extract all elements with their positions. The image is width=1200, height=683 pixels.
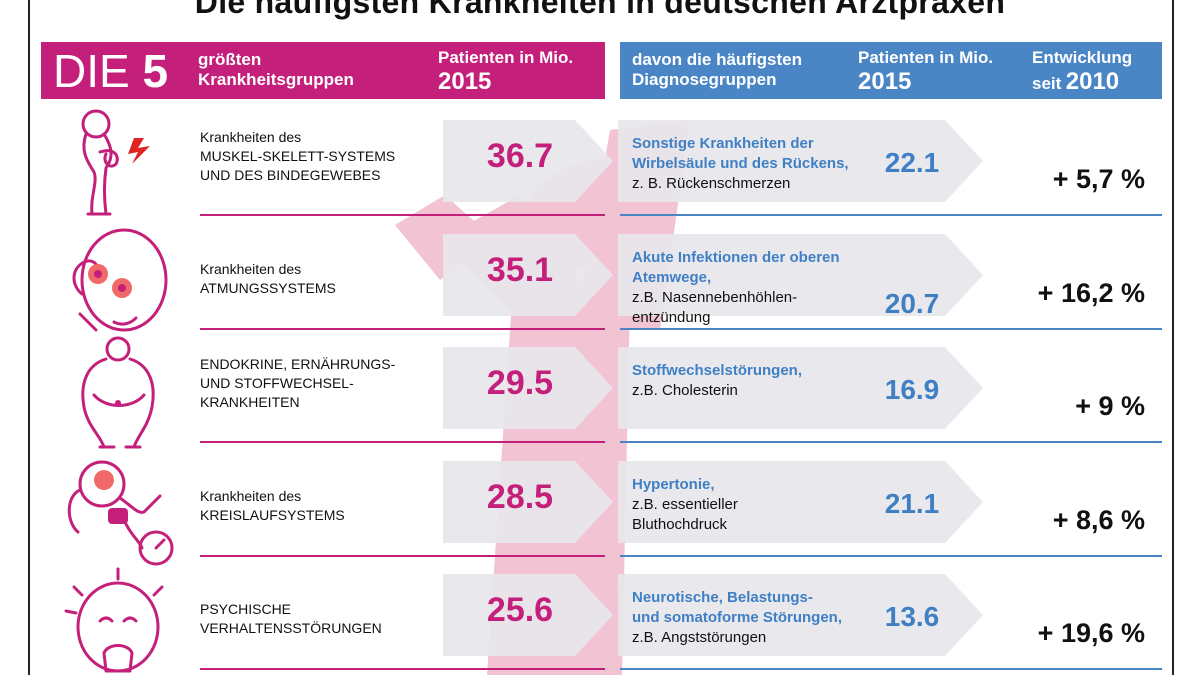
diagnosis-text: Neurotische, Belastungs-und somatoforme … <box>632 588 882 648</box>
change-since-2010-value: + 9 % <box>1075 391 1145 421</box>
row-divider-pink <box>200 668 605 670</box>
group-patients-value: 25.6 <box>486 591 554 629</box>
diagnosis-name-line: Stoffwechselstörungen, <box>632 362 803 379</box>
row-divider-pink <box>200 327 605 330</box>
group-label-line: ATMUNGSSYSTEMS <box>200 279 336 296</box>
diagnosis-name-line: Akute Infektionen der oberen Atemwege, <box>632 248 840 286</box>
diagnosis-arrow-shape <box>618 233 983 316</box>
group-label: Krankheiten des ATMUNGSSYSTEMS <box>200 260 440 298</box>
sinus-pain-icon <box>72 228 168 332</box>
header-patients-year: 2015 <box>438 68 492 95</box>
row-divider-blue <box>620 441 1162 443</box>
group-label-line: MUSKEL-SKELETT-SYSTEMS <box>200 148 396 164</box>
group-label-line: KRANKHEITEN <box>200 394 300 410</box>
diagnosis-name-line: und somatoforme Störungen, <box>632 609 842 626</box>
row-divider-pink <box>200 554 605 557</box>
change-since-2010-value: + 19,6 % <box>1037 618 1145 648</box>
diagnosis-patients-value: 13.6 <box>884 601 940 632</box>
change-since-2010-value: + 16,2 % <box>1037 277 1145 308</box>
diagnosis-arrow-shape <box>618 347 983 429</box>
group-arrow-shape <box>443 460 613 543</box>
diagnosis-name-line: Hypertonie, <box>632 475 715 493</box>
page-title: Die häufigsten Krankheiten in deutschen … <box>194 0 1006 20</box>
diagnosis-text: Akute Infektionen der oberen Atemwege, z.… <box>632 248 882 328</box>
diagnosis-name-line: Neurotische, Belastungs- <box>632 589 813 606</box>
group-label-line: Krankheiten des <box>200 129 302 145</box>
diagnosis-example-line: entzündung <box>632 308 711 326</box>
header-groups: DIE 5 größten Krankheitsgruppen Patiente… <box>41 42 605 99</box>
group-label: Krankheiten des KREISLAUFSYSTEMS <box>200 487 440 525</box>
group-label-line: ENDOKRINE, ERNÄHRUNGS- <box>200 356 396 372</box>
group-patients-value: 36.7 <box>486 137 554 175</box>
row-divider-blue <box>620 214 1162 216</box>
header-diagnoses: davon die häufigsten Diagnosegruppen Pat… <box>620 42 1162 99</box>
group-patients-value: 28.5 <box>486 477 554 516</box>
header-diagnoses-label: davon die häufigsten Diagnosegruppen <box>632 50 803 89</box>
group-patients-value: 35.1 <box>486 250 554 289</box>
group-label-line: UND STOFFWECHSEL- <box>200 375 354 391</box>
diagnosis-example-line: z.B. Angststörungen <box>632 629 767 646</box>
header-trend-label: Entwicklung <box>1032 48 1133 67</box>
group-arrow-shape <box>443 120 613 202</box>
group-arrow-shape <box>443 233 613 316</box>
row-divider-pink <box>200 214 605 216</box>
die-5-label: DIE 5 <box>53 45 169 97</box>
diagnosis-example-line: z.B. Cholesterin <box>632 382 738 399</box>
diagnosis-name-line: Sonstige Krankheiten der <box>632 135 814 152</box>
header-patients-label: Patienten in Mio. <box>438 48 574 67</box>
group-label-line: Krankheiten des <box>200 487 302 504</box>
frame-left-border <box>28 0 30 675</box>
diagnosis-patients-value: 16.9 <box>884 374 940 405</box>
header-trend-since: seit 2010 <box>1032 68 1120 95</box>
row-divider-blue <box>620 668 1162 670</box>
obesity-icon <box>81 336 155 449</box>
frame-right-border <box>1172 0 1174 675</box>
group-label-line: Krankheiten des <box>200 260 302 277</box>
group-arrow-shape <box>443 574 613 656</box>
diagnosis-example-line: Bluthochdruck <box>632 515 728 533</box>
row-divider-blue <box>620 554 1162 557</box>
header-diag-patients-label: Patienten in Mio. <box>858 48 994 67</box>
group-label: PSYCHISCHE VERHALTENSSTÖRUNGEN <box>200 600 440 638</box>
header-groups-label: größten Krankheitsgruppen <box>198 50 354 89</box>
diagnosis-arrow-shape <box>618 574 983 656</box>
group-label: ENDOKRINE, ERNÄHRUNGS- UND STOFFWECHSEL- K… <box>200 355 440 412</box>
change-since-2010-value: + 8,6 % <box>1052 504 1145 535</box>
diagnosis-example-line: z.B. Nasennebenhöhlen- <box>632 288 798 306</box>
group-label-line: KREISLAUFSYSTEMS <box>200 506 345 523</box>
diagnosis-patients-value: 20.7 <box>884 287 940 319</box>
header-diag-patients-year: 2015 <box>858 68 912 95</box>
anxiety-icon <box>64 567 164 673</box>
diagnosis-arrow-shape <box>618 120 983 202</box>
diagnosis-arrow-shape <box>618 460 983 543</box>
back-pain-icon <box>81 109 150 216</box>
diagnosis-example-line: z.B. essentieller <box>632 495 738 513</box>
change-since-2010-value: + 5,7 % <box>1052 164 1145 194</box>
row-divider-blue <box>620 327 1162 330</box>
diagnosis-name-line: Wirbelsäule und des Rückens, <box>632 155 849 172</box>
hypertension-icon <box>67 460 174 566</box>
group-label-line: PSYCHISCHE <box>200 601 292 617</box>
group-patients-value: 29.5 <box>486 364 554 402</box>
group-arrow-shape <box>443 347 613 429</box>
row-divider-pink <box>200 441 605 443</box>
group-label-line: VERHALTENSSTÖRUNGEN <box>200 620 382 636</box>
diagnosis-example-line: z. B. Rückenschmerzen <box>632 175 791 192</box>
diagnosis-patients-value: 21.1 <box>884 487 940 519</box>
group-label: Krankheiten des MUSKEL-SKELETT-SYSTEMS UND… <box>200 128 440 185</box>
diagnosis-text: Hypertonie, z.B. essentieller Bluthochdruc… <box>632 475 882 535</box>
diagnosis-patients-value: 22.1 <box>884 147 940 178</box>
diagnosis-text: Sonstige Krankheiten der Wirbelsäule und … <box>632 134 882 194</box>
diagnosis-text: Stoffwechselstörungen, z.B. Cholesterin <box>632 361 882 401</box>
group-label-line: UND DES BINDEGEWEBES <box>200 167 381 183</box>
